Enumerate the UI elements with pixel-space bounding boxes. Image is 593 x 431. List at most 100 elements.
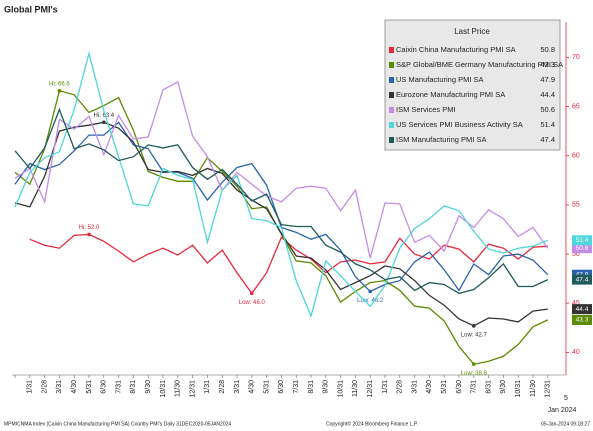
legend-box: [384, 19, 561, 151]
x-tick-label: 2/28: [41, 380, 48, 394]
x-tick-label: 11/30: [175, 380, 182, 397]
x-tick-label: 5/31: [263, 380, 270, 394]
x-tick-label: 11/30: [530, 380, 537, 397]
annotation: Low: 46.2: [357, 298, 384, 304]
x-tick-label: 3/31: [234, 380, 241, 394]
x-tick-label: 10/31: [160, 380, 167, 398]
series-line: [14, 50, 549, 319]
series-line: [14, 81, 549, 259]
chart-title: Global PMI's: [4, 4, 58, 14]
annotation-dot: [472, 362, 476, 366]
annotation-dot: [57, 89, 62, 93]
last-value-tag: [572, 235, 592, 246]
footer-right: 05-Jan-2024 09:18:27: [541, 421, 590, 427]
annotation: Hi: 63.4: [93, 113, 114, 119]
x-tick-label: 11/30: [352, 380, 359, 397]
annotation: Low: 46.0: [239, 300, 266, 306]
y-tick-label: 55: [572, 202, 580, 209]
x-tick-label: 12/31: [367, 380, 374, 398]
legend-swatch: [389, 47, 394, 53]
x-tick-label: 4/30: [249, 380, 256, 394]
x-tick-label: 3/31: [56, 380, 63, 394]
annotation-dot: [368, 289, 373, 294]
series-line: [14, 107, 549, 295]
y-tick-label: 45: [572, 300, 580, 307]
x-tick-label: 7/31: [293, 380, 300, 394]
x-tick-label: 10/31: [515, 380, 522, 398]
x-end-label: 5: [564, 395, 568, 402]
annotation-dot: [250, 291, 254, 296]
legend-label: Eurozone Manufacturing PMI SA: [396, 90, 505, 99]
x-tick-label: 5/31: [441, 380, 448, 394]
x-tick-label: 9/30: [323, 380, 330, 394]
legend-label: ISM Services PMI: [396, 105, 456, 114]
legend-label: ISM Manufacturing PMI SA: [396, 135, 486, 144]
legend-label: Caixin China Manufacturing PMI SA: [396, 45, 516, 54]
last-value-tag: [572, 243, 592, 254]
legend-value: 50.8: [540, 45, 555, 54]
x-tick-label: 2/28: [397, 380, 404, 394]
y-tick-label: 60: [572, 153, 580, 160]
x-tick-label: 4/30: [426, 380, 433, 394]
legend-swatch: [389, 122, 394, 128]
footer-left: MPMICNMA Index (Caixin China Manufacturi…: [4, 421, 231, 427]
legend-title: Last Price: [454, 27, 490, 36]
x-tick-label: 4/30: [71, 380, 78, 394]
x-tick-label: 12/31: [189, 380, 196, 398]
x-end-sublabel: Jan 2024: [548, 407, 577, 414]
last-value-tag: [572, 274, 592, 285]
series-line: [29, 233, 548, 295]
legend-label: S&P Global/BME Germany Manufacturing PMI…: [396, 60, 563, 69]
annotation: Low: 42.7: [461, 332, 488, 338]
last-value-tag: [572, 304, 592, 315]
last-value-tag-label: 51.4: [576, 237, 589, 244]
legend-value: 50.6: [540, 105, 555, 114]
x-tick-label: 9/30: [145, 380, 152, 394]
x-tick-label: 6/30: [101, 380, 108, 394]
annotation-dot: [87, 232, 91, 237]
annotation: Hi: 66.6: [49, 81, 70, 87]
x-tick-label: 10/31: [337, 380, 344, 398]
legend-swatch: [389, 137, 394, 143]
x-tick-label: 7/31: [471, 380, 478, 394]
last-value-tag-label: 47.4: [576, 276, 589, 283]
annotation-dot: [102, 120, 106, 125]
x-tick-label: 9/30: [500, 380, 507, 394]
y-tick-label: 40: [572, 349, 580, 356]
legend-value: 44.4: [540, 90, 555, 99]
legend-swatch: [389, 107, 394, 113]
annotation: Low: 38.8: [461, 371, 488, 377]
last-value-tag-label: 50.6: [576, 245, 589, 252]
legend-swatch: [389, 77, 394, 83]
legend-value: 43.3: [540, 60, 555, 69]
x-tick-label: 7/31: [115, 380, 122, 394]
legend-swatch: [389, 62, 394, 68]
y-tick-label: 65: [572, 103, 580, 110]
x-tick-label: 1/31: [204, 380, 211, 394]
y-tick-label: 50: [572, 251, 580, 258]
legend-value: 47.4: [540, 135, 555, 144]
y-tick-label: 70: [572, 54, 580, 61]
footer-center: Copyright© 2024 Bloomberg Finance L.P.: [326, 420, 418, 427]
last-value-tag-label: 44.4: [576, 306, 589, 313]
x-tick-label: 1/31: [27, 380, 34, 394]
x-tick-label: 6/30: [278, 380, 285, 394]
x-tick-label: 6/30: [456, 380, 463, 394]
legend-swatch: [389, 92, 394, 98]
x-tick-label: 8/31: [308, 380, 315, 394]
annotation-dot: [472, 324, 476, 328]
legend-label: US Services PMI Business Activity SA: [396, 120, 523, 129]
x-tick-label: 12/31: [545, 380, 552, 398]
annotation: Hi: 52.0: [79, 225, 100, 231]
x-tick-label: 1/31: [382, 380, 389, 394]
x-tick-label: 2/28: [219, 380, 226, 394]
legend-value: 47.9: [540, 75, 555, 84]
x-tick-label: 8/31: [485, 380, 492, 394]
last-value-tag: [572, 314, 592, 325]
x-tick-label: 8/31: [130, 380, 137, 394]
legend-value: 51.4: [540, 120, 555, 129]
legend-label: US Manufacturing PMI SA: [396, 75, 484, 84]
x-tick-label: 3/31: [411, 380, 418, 394]
x-tick-label: 5/31: [86, 380, 93, 394]
